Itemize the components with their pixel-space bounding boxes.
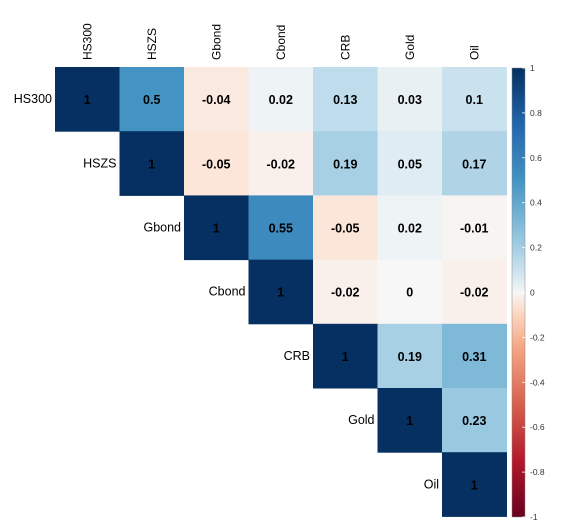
cell-value-label: 0.03: [398, 93, 422, 107]
cell-value-label: 1: [84, 93, 91, 107]
cell-value-label: 0.23: [462, 414, 486, 428]
cell-value-label: 0: [406, 286, 413, 300]
row-label-gbond: Gbond: [143, 221, 181, 235]
heatmap-cell-cbond-crb: [313, 259, 378, 325]
heatmap-cell-hs300-crb: [313, 67, 378, 132]
colorbar-tick-label: 0: [530, 288, 535, 298]
heatmap-cell-gold-oil: [442, 388, 507, 453]
column-label-hszs: HSZS: [145, 28, 159, 60]
colorbar-tick-label: -0.4: [530, 377, 545, 387]
heatmap-cell-hs300-cbond: [248, 67, 314, 132]
column-label-hs300: HS300: [80, 23, 94, 60]
column-label-oil: Oil: [467, 45, 481, 60]
row-labels: HS300 HSZS Gbond Cbond CRB Gold Oil: [14, 92, 439, 491]
heatmap-cell-hszs-cbond: [248, 131, 314, 196]
heatmap-cell-crb-oil: [442, 323, 507, 389]
cell-value-label: 0.17: [462, 157, 486, 171]
cell-value-label: 1: [277, 286, 284, 300]
heatmap-cell-gold-gold: [377, 388, 443, 453]
heatmap-cell-hszs-gbond: [184, 131, 249, 196]
heatmap-cell-hs300-hszs: [119, 67, 185, 132]
cell-value-label: 1: [342, 350, 349, 364]
colorbar-tick-label: 0.4: [530, 198, 542, 208]
column-labels: HS300 HSZS Gbond Cbond CRB Gold Oil: [80, 23, 481, 60]
column-label-gbond: Gbond: [209, 24, 223, 60]
colorbar-tick-label: -0.2: [530, 332, 545, 342]
colorbar-tick-label: 1: [530, 63, 535, 73]
colorbar-tick-label: -1: [530, 512, 538, 522]
cell-value-label: 0.5: [143, 93, 160, 107]
cell-value-label: -0.02: [331, 286, 360, 300]
cell-value-label: 0.19: [398, 350, 422, 364]
heatmap-cell-hszs-gold: [377, 131, 443, 196]
heatmap-cell-hs300-oil: [442, 67, 507, 132]
row-label-gold: Gold: [348, 413, 374, 427]
heatmap-cell-cbond-cbond: [248, 259, 314, 325]
cell-value-label: 1: [213, 222, 220, 236]
heatmap-cell-gbond-gold: [377, 195, 443, 261]
heatmap-cell-gbond-gbond: [184, 195, 249, 261]
cell-value-label: 0.19: [333, 157, 357, 171]
cell-value-label: 0.55: [269, 222, 293, 236]
heatmap-cell-cbond-gold: [377, 259, 443, 325]
heatmap-cell-hszs-hszs: [119, 131, 185, 196]
cell-value-label: 1: [148, 157, 155, 171]
cell-value-label: 1: [406, 414, 413, 428]
cell-value-label: 0.05: [398, 157, 422, 171]
cell-value-label: 0.13: [333, 93, 357, 107]
heatmap-cell-crb-crb: [313, 323, 378, 389]
heatmap-cells: 1 0.5 -0.04 0.02 0.13 0.03 0.1 1 -0.05 -0.02 0.19 0…: [55, 67, 507, 517]
column-label-gold: Gold: [403, 35, 417, 60]
cell-value-label: -0.05: [331, 222, 360, 236]
heatmap-cell-gbond-cbond: [248, 195, 314, 261]
heatmap-cell-oil-oil: [442, 452, 507, 517]
heatmap-cell-gbond-oil: [442, 195, 507, 261]
cell-value-label: 1: [471, 478, 478, 492]
heatmap-cell-hszs-oil: [442, 131, 507, 196]
cell-value-label: -0.04: [202, 93, 231, 107]
cell-value-label: 0.31: [462, 350, 486, 364]
row-label-crb: CRB: [284, 349, 310, 363]
heatmap-cell-cbond-oil: [442, 259, 507, 325]
colorbar-tick-label: -0.8: [530, 467, 545, 477]
cell-value-label: -0.01: [460, 222, 489, 236]
heatmap-cell-gbond-crb: [313, 195, 378, 261]
colorbar-tick-label: 0.8: [530, 108, 542, 118]
cell-value-label: 0.02: [269, 93, 293, 107]
cell-value-label: -0.02: [460, 286, 489, 300]
colorbar-tick-label: 0.2: [530, 243, 542, 253]
colorbar-tick-label: 0.6: [530, 153, 542, 163]
cell-value-label: -0.05: [202, 157, 231, 171]
row-label-hs300: HS300: [14, 92, 52, 106]
heatmap-cell-hs300-gold: [377, 67, 443, 132]
heatmap-cell-hs300-gbond: [184, 67, 249, 132]
heatmap-cell-hs300-hs300: [55, 67, 120, 132]
column-label-cbond: Cbond: [274, 25, 288, 60]
cell-value-label: 0.1: [466, 93, 483, 107]
colorbar-tick-label: -0.6: [530, 422, 545, 432]
column-label-crb: CRB: [338, 35, 352, 60]
row-label-cbond: Cbond: [209, 285, 246, 299]
cell-value-label: 0.02: [398, 222, 422, 236]
heatmap-cell-hszs-crb: [313, 131, 378, 196]
colorbar: 1 0.8 0.6 0.4 0.2 0 -0.2 -0.4 -0.6 -0.8 -1: [511, 63, 545, 522]
cell-value-label: -0.02: [267, 157, 296, 171]
heatmap-cell-crb-gold: [377, 323, 443, 389]
row-label-hszs: HSZS: [83, 156, 116, 170]
row-label-oil: Oil: [424, 477, 439, 491]
